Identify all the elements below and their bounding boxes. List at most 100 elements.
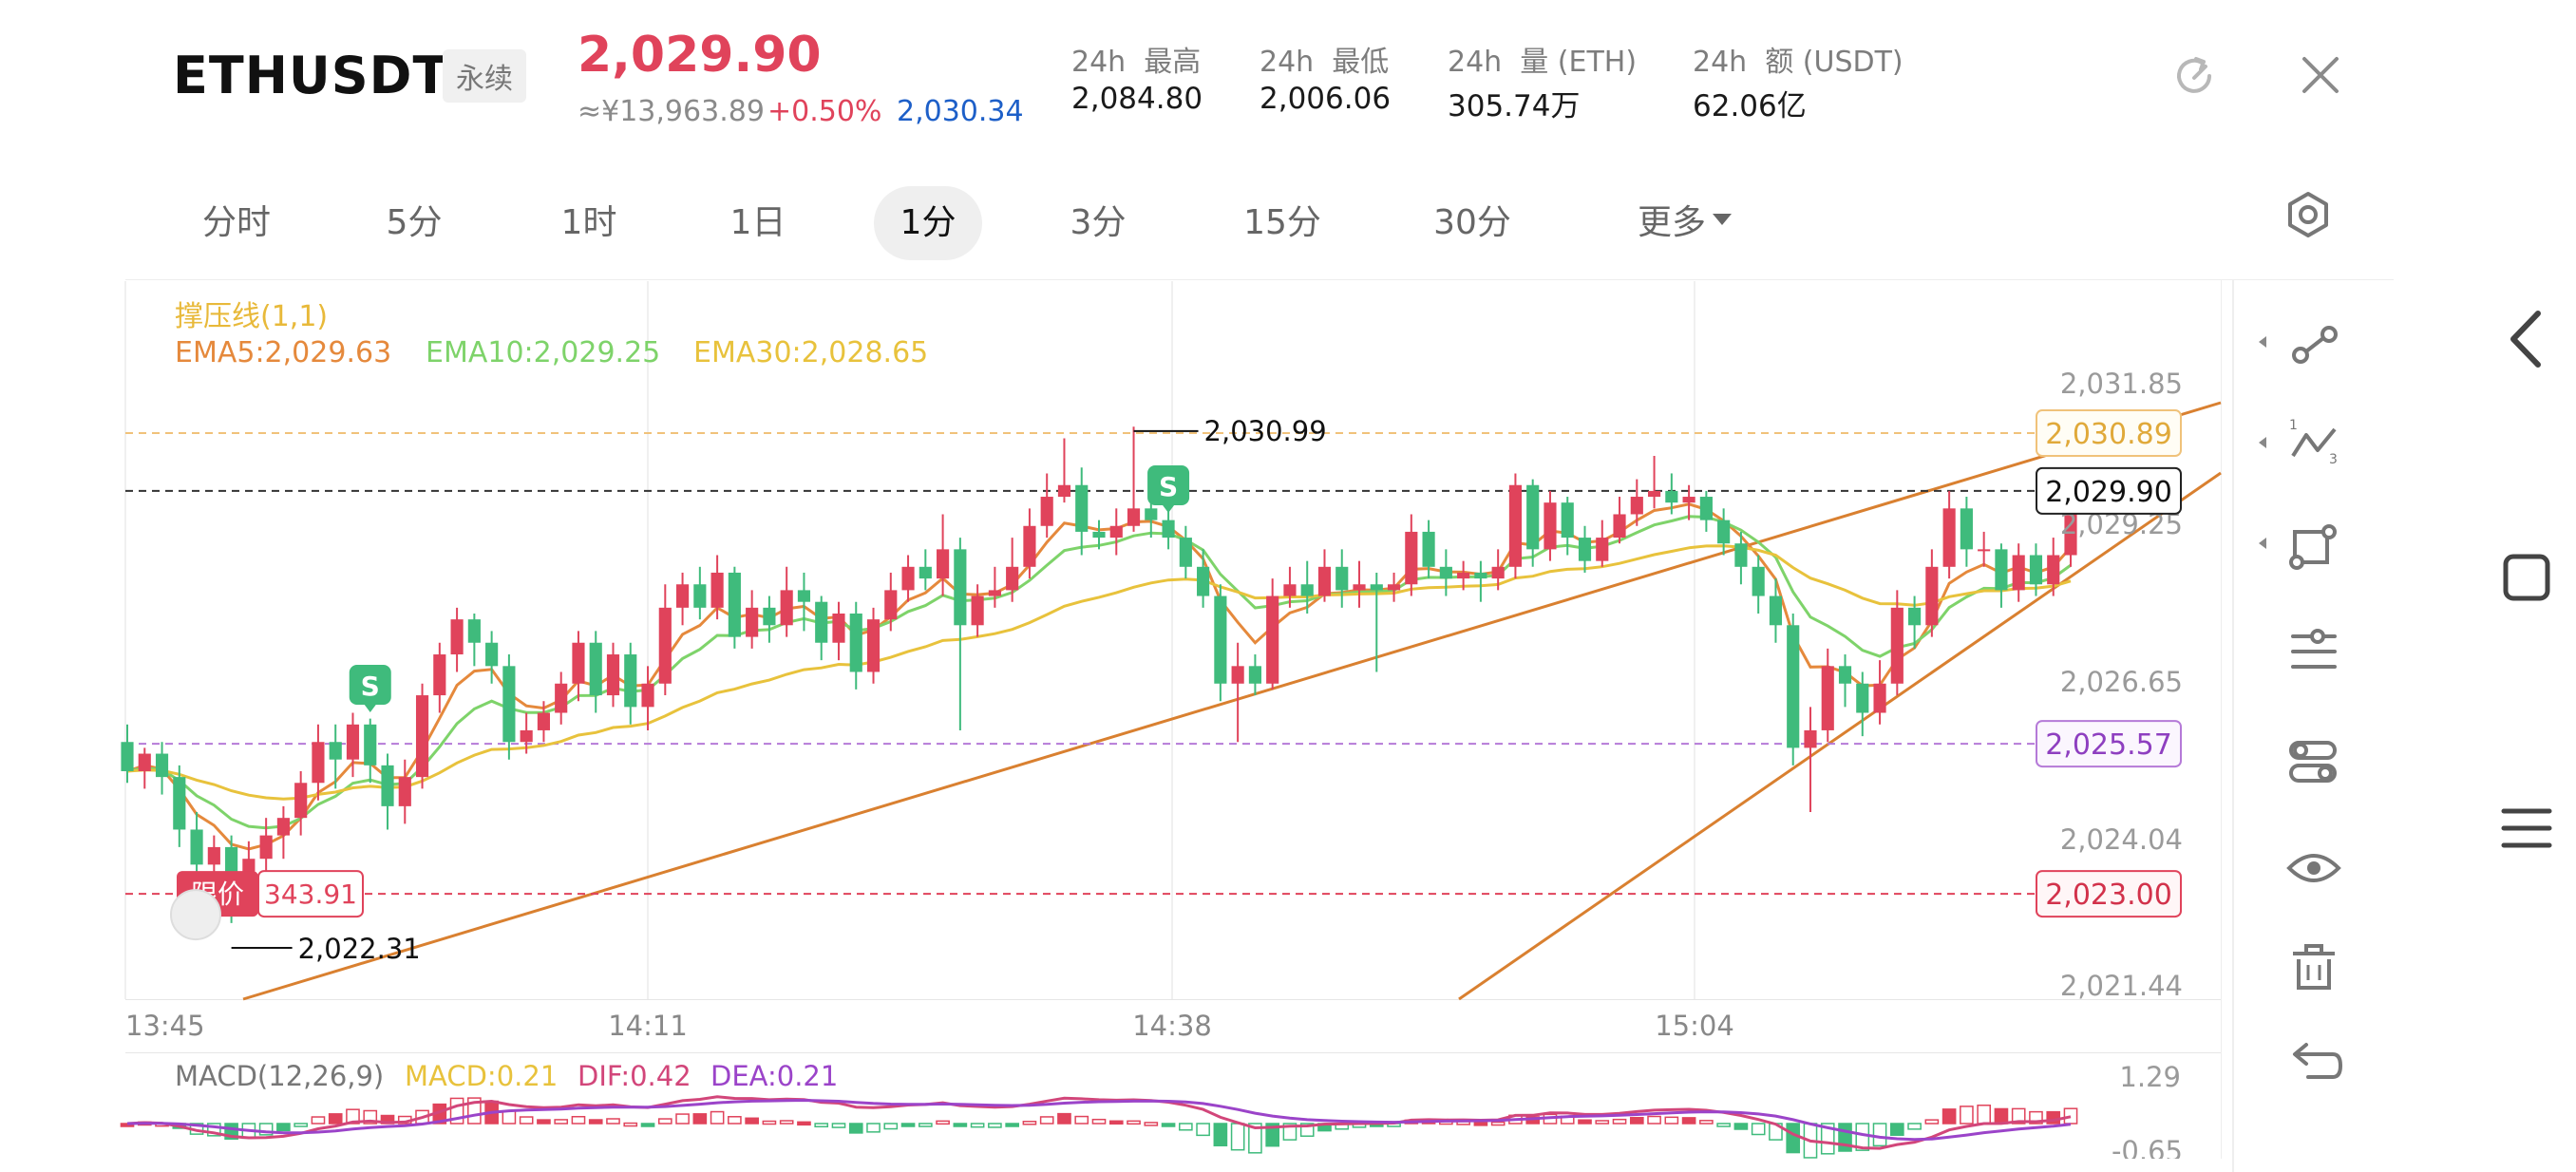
- candle-body: [1439, 566, 1452, 579]
- signal-badge-pointer: [364, 705, 376, 712]
- candle-body: [433, 654, 446, 696]
- tab-3min[interactable]: 3分: [1070, 203, 1127, 242]
- candle-body: [815, 601, 828, 643]
- chart-settings-icon[interactable]: [2280, 186, 2337, 243]
- tool-expand-arrow-2: [2259, 437, 2266, 448]
- macd-bar: [1977, 1105, 1991, 1125]
- macd-bar: [728, 1116, 742, 1125]
- close-icon[interactable]: [2297, 51, 2344, 99]
- candle-body: [1647, 490, 1661, 498]
- line-segment-icon[interactable]: [2292, 326, 2338, 364]
- candle-body: [555, 683, 568, 713]
- macd-bar: [519, 1116, 534, 1125]
- macd-bar: [866, 1123, 881, 1133]
- alert-mid-tag: 2,025.57: [2045, 728, 2172, 762]
- macd-bar: [1681, 1117, 1696, 1125]
- candle-body: [537, 712, 551, 730]
- macd-bar: [258, 1123, 274, 1136]
- home-nav-icon[interactable]: [2498, 549, 2555, 606]
- candle-body: [1214, 595, 1227, 684]
- macd-bar: [1647, 1115, 1661, 1125]
- candle-body: [1526, 484, 1540, 550]
- candle-body: [190, 829, 203, 865]
- stat-high-value: 2,084.80: [1071, 82, 1203, 116]
- candle-body: [1248, 666, 1261, 684]
- macd-bar: [1941, 1108, 1957, 1125]
- macd-bar: [657, 1118, 672, 1125]
- macd-bar: [1091, 1118, 1107, 1125]
- limit-line-tag: 2,023.00: [2045, 879, 2172, 912]
- candle-body: [763, 607, 776, 626]
- price-panel-bottom-border: [125, 999, 2221, 1000]
- macd-bar: [692, 1113, 708, 1125]
- tab-5min[interactable]: 5分: [386, 203, 443, 242]
- macd-panel-top-border: [125, 1052, 2221, 1053]
- macd-bar: [1716, 1123, 1731, 1127]
- candle-body: [1682, 497, 1695, 503]
- candle-body: [1613, 514, 1626, 539]
- last-price-tag-box: [2036, 466, 2182, 515]
- delete-icon[interactable]: [2293, 944, 2335, 990]
- shape-icon[interactable]: [2289, 524, 2337, 570]
- candle-body: [207, 846, 220, 865]
- candle-body: [294, 783, 308, 819]
- candle-body: [485, 642, 499, 667]
- candle-body: [1769, 595, 1783, 626]
- chart-top-border: [125, 279, 2394, 280]
- candle-body: [329, 742, 342, 760]
- macd-bar: [1057, 1112, 1071, 1125]
- macd-bar: [1820, 1123, 1835, 1155]
- stat-turnover-label: 24h 额 (USDT): [1693, 46, 1904, 79]
- menu-nav-icon[interactable]: [2498, 800, 2555, 857]
- candle-body: [1145, 508, 1158, 520]
- candle-body: [624, 654, 637, 708]
- price-axis-label: 2,026.65: [2060, 666, 2183, 698]
- signal-label: S: [1159, 471, 1178, 502]
- stat-low-label: 24h 最低: [1260, 46, 1390, 79]
- macd-bar: [675, 1113, 690, 1125]
- candle-body: [606, 654, 620, 696]
- candle-body: [1838, 666, 1852, 684]
- macd-bar: [328, 1113, 343, 1125]
- refresh-icon[interactable]: [2168, 49, 2221, 103]
- dea-line: [126, 1098, 2072, 1142]
- candle-body: [901, 566, 915, 591]
- macd-bar: [1230, 1123, 1245, 1151]
- candle-body: [937, 549, 950, 579]
- macd-bar: [1248, 1123, 1262, 1154]
- fibonacci-icon[interactable]: 1 3: [2289, 418, 2338, 467]
- tab-30min[interactable]: 30分: [1433, 203, 1511, 242]
- settings-sliders-icon[interactable]: [2291, 629, 2337, 669]
- candle-body: [1422, 531, 1435, 567]
- chevron-down-icon[interactable]: [1710, 207, 1734, 232]
- candle-body: [1266, 595, 1279, 684]
- back-nav-icon[interactable]: [2498, 306, 2555, 372]
- macd-params-legend: MACD(12,26,9): [175, 1060, 385, 1092]
- macd-bar: [1282, 1123, 1297, 1141]
- macd-panel: [120, 1095, 2078, 1159]
- tab-15min[interactable]: 15分: [1243, 203, 1321, 242]
- tab-timeshare[interactable]: 分时: [201, 203, 271, 242]
- tab-1min[interactable]: 1分: [874, 186, 982, 260]
- visibility-icon[interactable]: [2286, 854, 2341, 882]
- candle-body: [415, 695, 429, 778]
- path-icon[interactable]: [2289, 741, 2337, 783]
- candle-body: [1717, 520, 1731, 544]
- tab-1hour[interactable]: 1时: [560, 203, 617, 242]
- tab-more[interactable]: 更多: [1637, 203, 1706, 242]
- macd-bar: [970, 1123, 985, 1128]
- alert-high-tag-box: [2036, 409, 2182, 458]
- macd-bar: [1733, 1123, 1749, 1130]
- tab-1day[interactable]: 1日: [729, 203, 786, 242]
- macd-bar: [814, 1123, 829, 1128]
- chart-right-border: [2221, 279, 2222, 1159]
- low-annotation: 2,022.31: [298, 933, 421, 965]
- undo-icon[interactable]: [2293, 1043, 2343, 1079]
- dif-legend: DIF:0.42: [578, 1060, 691, 1092]
- candle-body: [502, 666, 516, 743]
- candle-body: [849, 613, 862, 672]
- symbol-title[interactable]: ETHUSDT: [173, 46, 449, 105]
- candle-body: [1179, 538, 1192, 567]
- candle-body: [1127, 508, 1141, 526]
